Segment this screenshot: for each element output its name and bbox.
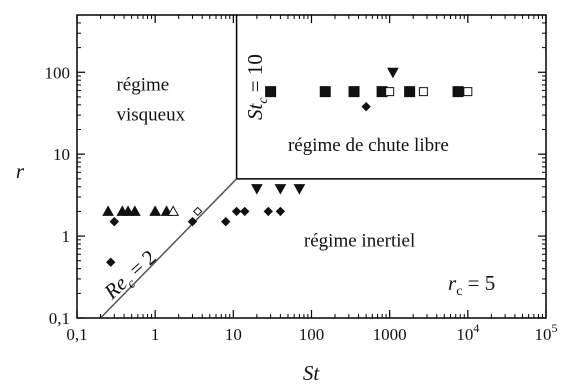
- st-c-annotation: Stc = 10: [243, 54, 271, 120]
- data-point-square: [418, 87, 428, 97]
- x-axis-ticks: 0,1 1 10 100 1000 104 105: [66, 15, 558, 344]
- data-point-square: [385, 87, 395, 97]
- y-tick-label: 100: [45, 63, 71, 82]
- x-tick-label: 105: [535, 321, 558, 344]
- data-point-square: [463, 87, 473, 97]
- r-c-annotation: rc = 5: [448, 271, 495, 299]
- data-point-diamond: [361, 101, 371, 112]
- data-point-triangle-down: [293, 184, 306, 195]
- re-c-annotation: Rec = 2: [99, 245, 164, 307]
- region-label: régime inertiel: [304, 230, 415, 251]
- data-point-square: [404, 86, 416, 98]
- region-label: régime: [116, 74, 169, 95]
- data-point-diamond: [192, 206, 203, 217]
- x-tick-label: 0,1: [66, 325, 87, 344]
- data-point-square: [452, 86, 464, 98]
- y-tick-label: 10: [53, 145, 70, 164]
- data-point-triangle-down: [251, 184, 263, 195]
- region-label: régime de chute libre: [288, 135, 449, 156]
- x-tick-label: 104: [456, 321, 479, 344]
- x-axis-label: St: [303, 361, 321, 385]
- data-point-diamond: [240, 206, 250, 217]
- x-tick-label: 100: [299, 325, 325, 344]
- y-axis-label: r: [16, 159, 25, 183]
- data-point-diamond: [109, 216, 120, 227]
- x-tick-label: 1000: [373, 325, 407, 344]
- data-point-triangle-up: [167, 205, 180, 216]
- re-c-boundary-line: [99, 178, 238, 319]
- data-point-diamond: [275, 206, 286, 217]
- data-point-diamond: [231, 206, 242, 217]
- data-point-triangle-up: [129, 205, 141, 216]
- x-tick-label: 1: [151, 325, 160, 344]
- y-tick-label: 1: [62, 227, 71, 246]
- data-point-triangle-down: [274, 184, 287, 195]
- data-point-square: [319, 86, 331, 98]
- y-axis-ticks: 0,1 1 10 100: [45, 14, 546, 328]
- data-point-square: [348, 86, 360, 98]
- data-point-square: [265, 86, 277, 98]
- data-point-triangle-up: [102, 205, 114, 216]
- data-point-diamond: [263, 206, 273, 217]
- data-point-diamond: [187, 216, 198, 227]
- region-labels: régime visqueux régime de chute libre régim…: [116, 74, 448, 251]
- data-point-diamond: [106, 257, 116, 267]
- x-tick-label: 10: [225, 325, 242, 344]
- data-point-triangle-up: [149, 205, 162, 216]
- data-point-diamond: [221, 216, 231, 227]
- data-points: [102, 67, 473, 267]
- region-label-line2: visqueux: [116, 104, 185, 125]
- data-point-triangle-down: [387, 67, 399, 79]
- y-tick-label: 0,1: [49, 309, 70, 328]
